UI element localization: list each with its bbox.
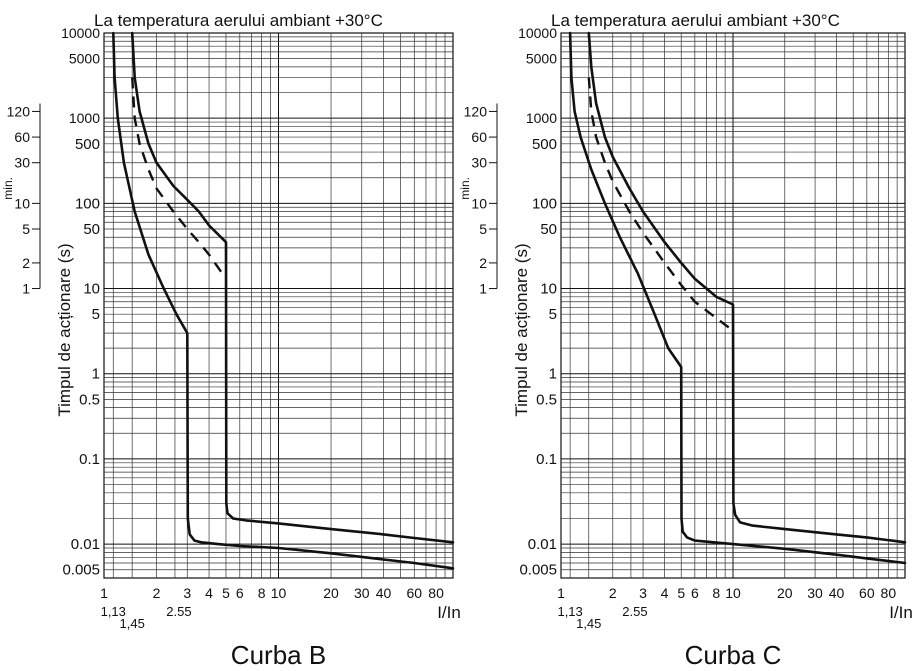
x-tick-label: 60: [406, 585, 422, 601]
y-tick-label: 1000: [526, 110, 557, 126]
x-sub-tick-label: 1,45: [120, 616, 145, 631]
y-tick-label: 50: [83, 221, 100, 238]
minute-tick-label: 1: [22, 281, 30, 297]
x-tick-label: 80: [428, 585, 444, 601]
y-tick-label: 5: [92, 306, 100, 323]
x-tick-label: 10: [725, 585, 741, 601]
x-tick-label: 6: [691, 585, 699, 601]
x-tick-label: 10: [271, 585, 287, 601]
y-tick-label: 0.01: [71, 536, 100, 553]
minutes-label-curba-b: min.: [1, 177, 15, 200]
minute-scale-curba-b: 120 60 30 10 5 2 1: [7, 103, 41, 297]
minute-tick-label: 5: [479, 221, 487, 237]
minute-tick-label: 120: [464, 103, 488, 119]
x-tick-label: 6: [236, 585, 244, 601]
x-tick-label: 1: [100, 585, 108, 601]
y-tick-label: 10: [83, 281, 100, 298]
y-tick-label: 5000: [69, 51, 100, 67]
series-group-curba-b: [112, 31, 455, 570]
series-line-3: [587, 77, 734, 332]
y-tick-label: 0.01: [528, 536, 557, 553]
grid-curba-c: [561, 33, 905, 578]
y-tick-label: 500: [75, 136, 100, 153]
x-tick-label: 20: [777, 585, 793, 601]
y-tick-label: 50: [540, 221, 557, 238]
x-axis-label-curba-c: I/In: [889, 603, 913, 622]
x-sub-tick-label: 1,13: [557, 604, 582, 619]
x-tick-label: 1: [557, 585, 565, 601]
y-tick-label: 1: [549, 366, 557, 383]
y-tick-label: 0.5: [79, 391, 100, 408]
grid-curba-b: [104, 33, 453, 578]
y-tick-label: 100: [75, 195, 100, 212]
x-sub-tick-label: 1,45: [576, 616, 601, 631]
x-tick-label: 40: [376, 585, 392, 601]
series-line-1: [568, 31, 907, 565]
tick-labels-curba-b: 10000 5000 1000 500 100 50 10 5 1 0.5 0.1 0.01 0.005…: [61, 25, 444, 631]
x-tick-label: 2: [609, 585, 617, 601]
x-tick-label: 3: [183, 585, 191, 601]
x-sub-tick-label: 2.55: [166, 604, 191, 619]
series-line-2: [587, 31, 907, 544]
y-tick-label: 0.005: [62, 562, 100, 579]
x-tick-label: 30: [807, 585, 823, 601]
y-tick-label: 0.005: [519, 562, 557, 579]
chart-header-curba-c: La temperatura aerului ambiant +30°C: [551, 11, 840, 30]
y-tick-label: 0.1: [536, 451, 557, 468]
x-tick-label: 80: [881, 585, 897, 601]
x-tick-label: 2: [153, 585, 161, 601]
x-tick-label: 5: [222, 585, 230, 601]
minute-tick-label: 10: [471, 195, 487, 211]
x-tick-label: 30: [354, 585, 370, 601]
y-tick-label: 10000: [518, 25, 557, 41]
x-tick-label: 40: [829, 585, 845, 601]
y-tick-label: 5000: [526, 51, 557, 67]
minute-tick-label: 120: [7, 103, 31, 119]
y-tick-label: 1: [92, 366, 100, 383]
y-tick-label: 0.1: [79, 451, 100, 468]
series-line-2: [130, 31, 455, 544]
y-tick-label: 10: [540, 281, 557, 298]
x-axis-label-curba-b: I/In: [437, 603, 461, 622]
series-line-1: [112, 31, 455, 570]
x-tick-label: 3: [639, 585, 647, 601]
minute-tick-label: 10: [14, 195, 30, 211]
minute-tick-label: 2: [22, 255, 30, 271]
y-tick-label: 0.5: [536, 391, 557, 408]
y-axis-label-curba-c: Timpul de acționare (s): [512, 243, 531, 416]
chart-caption-curba-c: Curba C: [685, 640, 782, 670]
chart-curba-c: 10000 5000 1000 500 100 50 10 5 1 0.5 0.1 0.01 0.005…: [458, 11, 913, 670]
minute-tick-label: 30: [14, 155, 30, 171]
y-axis-label-curba-b: Timpul de acționare (s): [55, 243, 74, 416]
y-tick-label: 10000: [61, 25, 100, 41]
minute-tick-label: 60: [471, 129, 487, 145]
x-tick-label: 8: [712, 585, 720, 601]
y-tick-label: 5: [549, 306, 557, 323]
x-sub-tick-label: 1,13: [101, 604, 126, 619]
y-tick-label: 1000: [69, 110, 100, 126]
minute-tick-label: 30: [471, 155, 487, 171]
series-group-curba-c: [568, 31, 907, 565]
x-tick-label: 8: [258, 585, 266, 601]
minutes-label-curba-c: min.: [458, 177, 472, 200]
y-tick-label: 100: [532, 195, 557, 212]
tick-labels-curba-c: 10000 5000 1000 500 100 50 10 5 1 0.5 0.1 0.01 0.005…: [518, 25, 896, 631]
y-tick-label: 500: [532, 136, 557, 153]
chart-curba-b: 10000 5000 1000 500 100 50 10 5 1 0.5 0.1 0.01 0.005…: [1, 11, 461, 670]
minute-tick-label: 5: [22, 221, 30, 237]
x-tick-label: 20: [323, 585, 339, 601]
minute-tick-label: 60: [14, 129, 30, 145]
chart-header-curba-b: La temperatura aerului ambiant +30°C: [94, 11, 383, 30]
x-tick-label: 4: [205, 585, 213, 601]
x-sub-tick-label: 2.55: [622, 604, 647, 619]
minute-tick-label: 1: [479, 281, 487, 297]
x-tick-label: 60: [859, 585, 875, 601]
minute-tick-label: 2: [479, 255, 487, 271]
x-tick-label: 4: [661, 585, 669, 601]
series-line-3: [131, 77, 227, 280]
chart-caption-curba-b: Curba B: [231, 640, 326, 670]
x-tick-label: 5: [677, 585, 685, 601]
minute-scale-curba-c: 120 60 30 10 5 2 1: [464, 103, 498, 297]
